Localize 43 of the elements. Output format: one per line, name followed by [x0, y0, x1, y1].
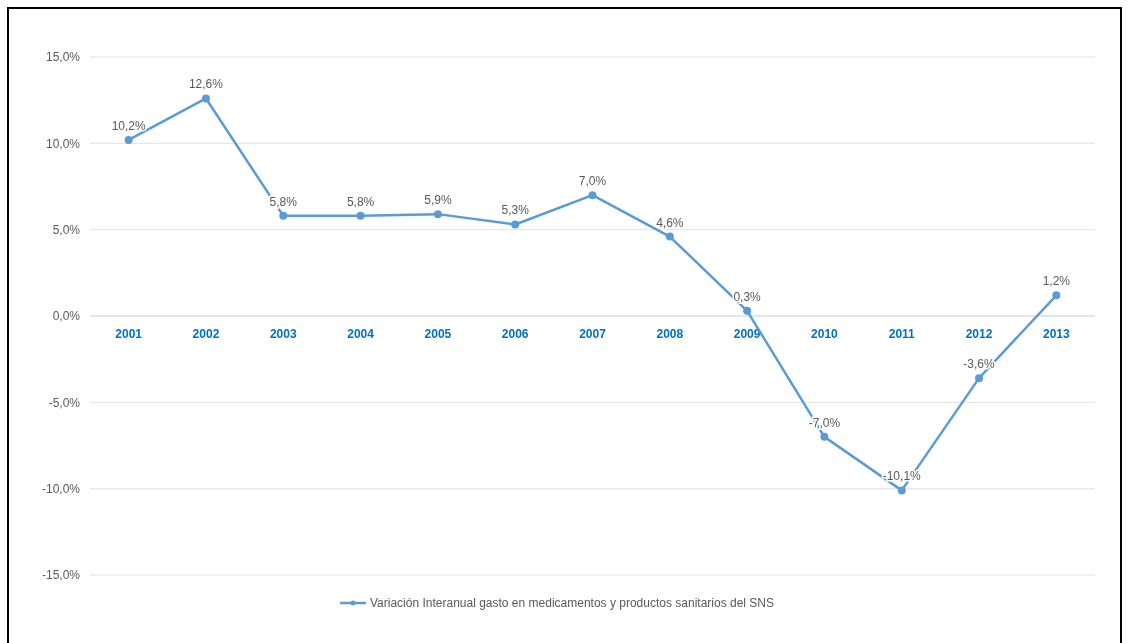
y-tick-label: -5,0% [48, 395, 81, 410]
point [356, 211, 365, 220]
x-tick-label: 2005 [424, 327, 452, 341]
point [433, 210, 442, 219]
x-tick-label: 2004 [347, 327, 375, 341]
x-tick-label: 2012 [965, 327, 993, 341]
y-tick-label: 10,0% [45, 136, 81, 151]
y-tick-label: -15,0% [41, 568, 81, 583]
y-tick-label: 0,0% [52, 309, 81, 324]
point [975, 374, 984, 383]
point [279, 211, 288, 220]
data-label: 1,2% [1042, 274, 1071, 289]
x-tick-label: 2006 [501, 327, 529, 341]
x-tick-label: 2009 [733, 327, 761, 341]
x-tick-label: 2007 [579, 327, 607, 341]
point [897, 486, 906, 495]
data-label: 7,0% [578, 174, 607, 189]
legend-label: Variación Interanual gasto en medicamentos y productos sanitarios del SNS [370, 596, 774, 611]
point [201, 94, 210, 103]
data-label: 5,8% [346, 194, 375, 209]
data-label: 0,3% [733, 289, 762, 304]
point [1052, 291, 1061, 300]
point [511, 220, 520, 229]
data-label: 4,6% [656, 215, 684, 230]
point [124, 135, 133, 144]
y-tick-label: -10,0% [41, 481, 81, 496]
point [743, 306, 752, 315]
x-tick-label: 2003 [269, 327, 297, 341]
point [820, 432, 829, 441]
x-tick-label: 2008 [656, 327, 684, 341]
data-label: 5,3% [501, 203, 530, 218]
x-tick-label: 2002 [192, 327, 220, 341]
point [588, 191, 597, 200]
data-label: 10,2% [111, 118, 146, 133]
x-tick-label: 2011 [888, 327, 916, 341]
y-tick-label: 5,0% [52, 222, 81, 237]
x-tick-label: 2013 [1042, 327, 1071, 341]
x-tick-label: 2010 [811, 327, 839, 341]
data-label: 12,6% [188, 77, 224, 92]
x-tick-label: 2001 [115, 327, 143, 341]
y-tick-label: 15,0% [45, 50, 81, 65]
point [665, 232, 674, 241]
data-label: 5,9% [424, 193, 452, 208]
